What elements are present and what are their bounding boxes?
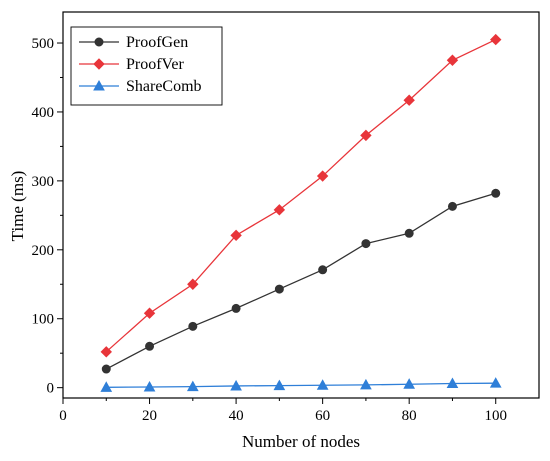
y-tick-label: 500 — [32, 36, 55, 52]
y-tick-label: 200 — [32, 243, 55, 259]
proofver-point — [187, 278, 199, 290]
proofver-point — [100, 346, 112, 358]
proofgen-point — [188, 321, 198, 331]
proofver-point — [403, 94, 415, 106]
x-tick-label: 40 — [229, 408, 244, 424]
proofver-point — [143, 307, 156, 319]
legend-marker-sharecomb — [93, 79, 105, 91]
sharecomb-point — [273, 379, 286, 391]
proofgen-point — [318, 265, 328, 275]
y-axis-title: Time (ms) — [8, 171, 27, 242]
proofver-point — [490, 33, 502, 46]
proofver-line — [105, 38, 497, 353]
legend-label-sharecomb: ShareComb — [126, 78, 202, 95]
x-tick-label: 80 — [402, 408, 417, 424]
sharecomb-point — [186, 380, 199, 392]
sharecomb-point — [403, 378, 416, 389]
x-tick-label: 60 — [315, 408, 330, 424]
proofgen-point — [101, 364, 111, 374]
proofver-point — [446, 54, 459, 66]
proofgen-point — [231, 303, 241, 313]
x-tick-label: 0 — [59, 408, 67, 424]
y-tick-label: 100 — [32, 312, 55, 328]
proofgen-point — [274, 284, 284, 294]
sharecomb-point — [446, 377, 459, 389]
plot-frame — [62, 11, 540, 399]
sharecomb-point — [100, 381, 113, 392]
legend-label-proofver: ProofVer — [126, 56, 184, 73]
x-axis-title: Number of nodes — [242, 432, 360, 451]
y-tick-label: 300 — [32, 174, 55, 190]
proofgen-point — [447, 201, 457, 211]
proofgen-point — [404, 228, 414, 238]
sharecomb-point — [360, 378, 372, 390]
legend-marker-proofver — [93, 58, 105, 70]
proofver-point — [360, 129, 372, 142]
sharecomb-point — [316, 379, 329, 390]
y-tick-label: 400 — [32, 105, 55, 121]
sharecomb-point — [489, 377, 502, 388]
proofgen-point — [145, 341, 155, 351]
legend-marker-proofgen — [94, 37, 104, 47]
legend-label-proofgen: ProofGen — [126, 34, 188, 51]
proofver-point — [273, 204, 286, 216]
sharecomb-point — [230, 379, 242, 391]
proofver-point — [230, 229, 242, 242]
proofgen-point — [491, 188, 501, 198]
proofver-point — [316, 170, 329, 182]
proofgen-line — [105, 192, 496, 370]
proofgen-point — [361, 239, 371, 249]
x-tick-label: 100 — [484, 408, 507, 424]
sharecomb-line — [106, 382, 496, 388]
y-tick-label: 0 — [47, 381, 55, 397]
sharecomb-point — [143, 380, 156, 392]
x-tick-label: 20 — [142, 408, 157, 424]
